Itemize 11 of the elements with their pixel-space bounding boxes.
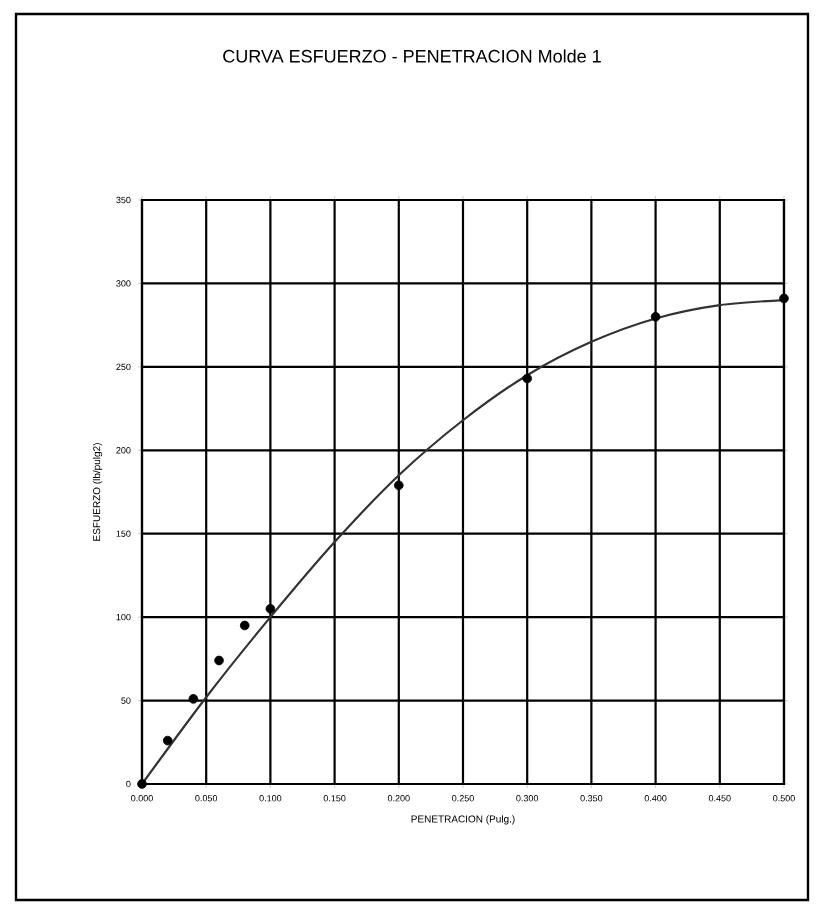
point [239,620,250,631]
point [137,779,147,789]
point [650,312,661,322]
point [188,694,199,704]
point [162,735,173,746]
point [265,603,276,614]
chart-title: CURVA ESFUERZO - PENETRACION Molde 1 [223,49,601,63]
point [214,655,224,666]
point [522,373,532,384]
point [393,480,404,491]
point [779,293,789,304]
